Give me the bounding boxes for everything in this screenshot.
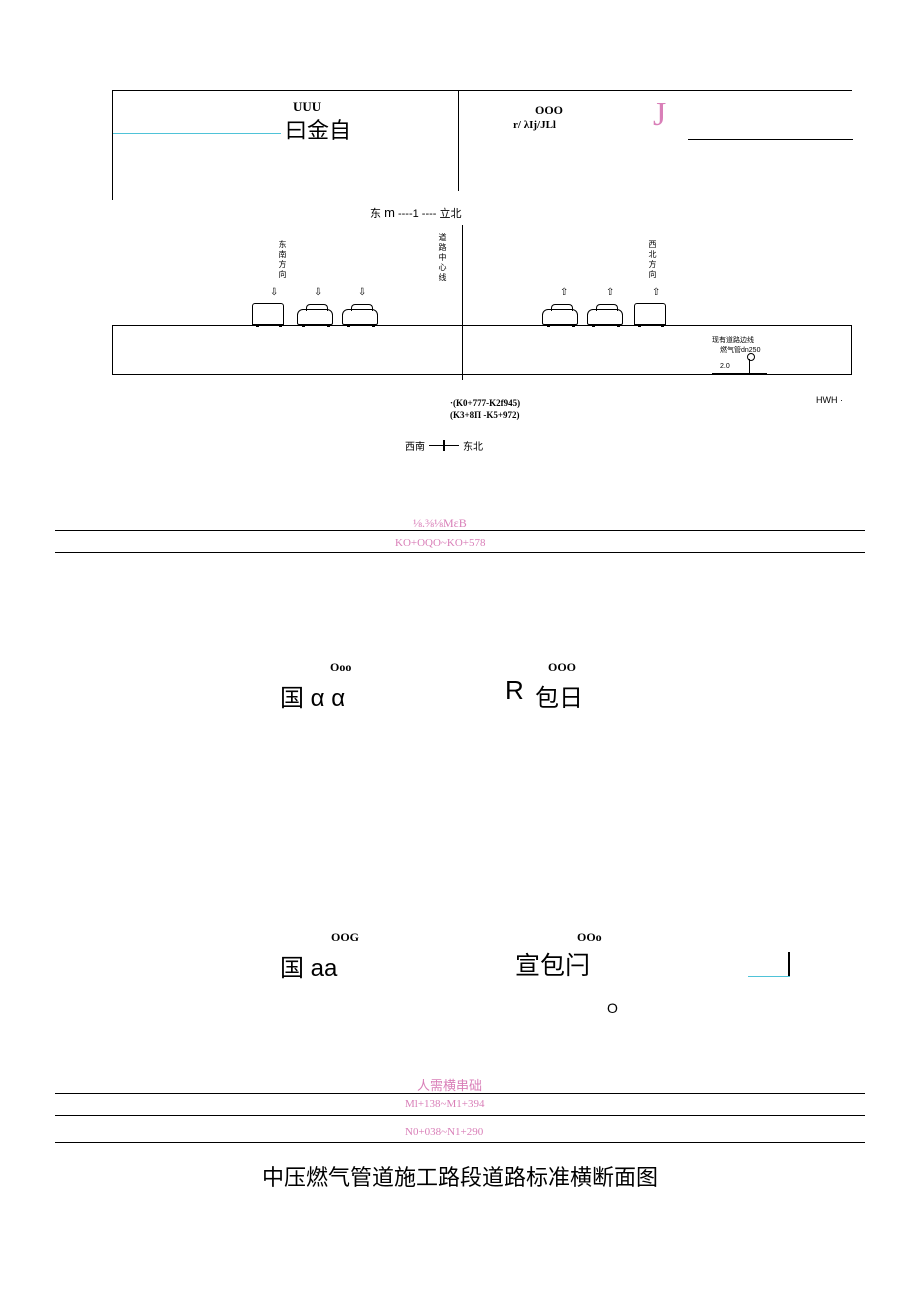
- compass-m: m: [384, 205, 395, 220]
- pipe-dimension: 2.0: [720, 363, 730, 370]
- underline-left: [113, 133, 281, 134]
- main-title: 中压燃气管道施工路段道路标准横断面图: [0, 1160, 920, 1192]
- centerline: [462, 225, 463, 380]
- van-icon: [634, 303, 666, 325]
- pink-label-2: KO+OQO~KO+578: [395, 537, 485, 549]
- van-icon: [252, 303, 284, 325]
- pink-label-1: ⅛.⅜⅛MεB: [413, 516, 467, 531]
- divider-line: [55, 1142, 865, 1143]
- mark-vertical: [788, 952, 790, 977]
- direction-label-2: 西北方向: [647, 240, 658, 280]
- s2-left-label: 国 α α: [280, 678, 345, 713]
- pink-label-5: N0+038~N1+290: [405, 1126, 483, 1138]
- pipe-label-1: 现有道路边线: [712, 335, 754, 345]
- compass-ne: 东北: [463, 438, 483, 453]
- arrow-up-icon: ⇧: [652, 287, 660, 298]
- s1-right-sub: r/ λIj/JLl: [513, 119, 556, 131]
- arrow-up-icon: ⇧: [560, 287, 568, 298]
- compass-line-icon: [429, 445, 459, 446]
- car-icon: [297, 309, 333, 325]
- compass-mid: ----1 ----: [398, 208, 436, 220]
- divider-line: [55, 1093, 865, 1094]
- s2-left-marker: Ooo: [330, 660, 351, 675]
- arrow-down-icon: ⇩: [358, 287, 366, 298]
- arrow-up-icon: ⇧: [606, 287, 614, 298]
- underline-right: [688, 139, 853, 140]
- hwh-marker: HWH ·: [816, 395, 843, 405]
- j-marker: J: [653, 96, 666, 134]
- divider-line: [55, 1115, 865, 1116]
- o-marker: O: [607, 1000, 618, 1016]
- arrow-down-icon: ⇩: [314, 287, 322, 298]
- arrow-down-icon: ⇩: [270, 287, 278, 298]
- compass-1: 东 m ----1 ---- 立北: [370, 205, 462, 221]
- compass-north: 立北: [440, 208, 462, 220]
- car-icon: [342, 309, 378, 325]
- s1-left-label: 曰金自: [285, 113, 351, 145]
- s2-right-marker: OOO: [548, 660, 576, 675]
- section-divider: [458, 91, 459, 191]
- s3-right-label: 宣包闩: [515, 946, 590, 982]
- k-label-2: (K3+8Π -K5+972): [450, 410, 520, 422]
- centerline-label: 道路中心线: [437, 233, 448, 283]
- compass-2: 西南 东北: [405, 438, 483, 453]
- car-icon: [587, 309, 623, 325]
- s2-right-r: R: [505, 675, 524, 706]
- s2-right-cn: 包日: [535, 678, 583, 713]
- cross-section-diagram: 东南方向 道路中心线 西北方向 ⇩ ⇩ ⇩ ⇧ ⇧ ⇧ 现有道路边线 燃气管dn…: [112, 225, 852, 395]
- pink-label-4: Ml+138~M1+394: [405, 1098, 484, 1110]
- s3-right-marker: OOo: [577, 930, 602, 945]
- direction-label-1: 东南方向: [277, 240, 288, 280]
- s1-right-marker: OOO: [535, 103, 563, 118]
- corner-mark: [745, 952, 790, 977]
- compass-sw: 西南: [405, 438, 425, 453]
- pipe-label-2: 燃气管dn250: [720, 345, 760, 355]
- section-1-header: UUU 曰金自 OOO r/ λIj/JLl J: [112, 90, 852, 200]
- pipe-baseline: [712, 373, 767, 374]
- pipe-symbol-icon: [745, 353, 753, 371]
- divider-line: [55, 530, 865, 531]
- s3-left-label: 国 aa: [280, 948, 337, 983]
- station-labels: ·(K0+777-K2f945) (K3+8Π -K5+972): [450, 398, 520, 421]
- mark-horizontal: [748, 976, 790, 977]
- compass-east: 东: [370, 208, 381, 220]
- s3-left-marker: OOG: [331, 930, 359, 945]
- car-icon: [542, 309, 578, 325]
- k-label-1: ·(K0+777-K2f945): [450, 398, 520, 410]
- divider-line: [55, 552, 865, 553]
- pink-label-3: 人需横串础: [417, 1075, 482, 1094]
